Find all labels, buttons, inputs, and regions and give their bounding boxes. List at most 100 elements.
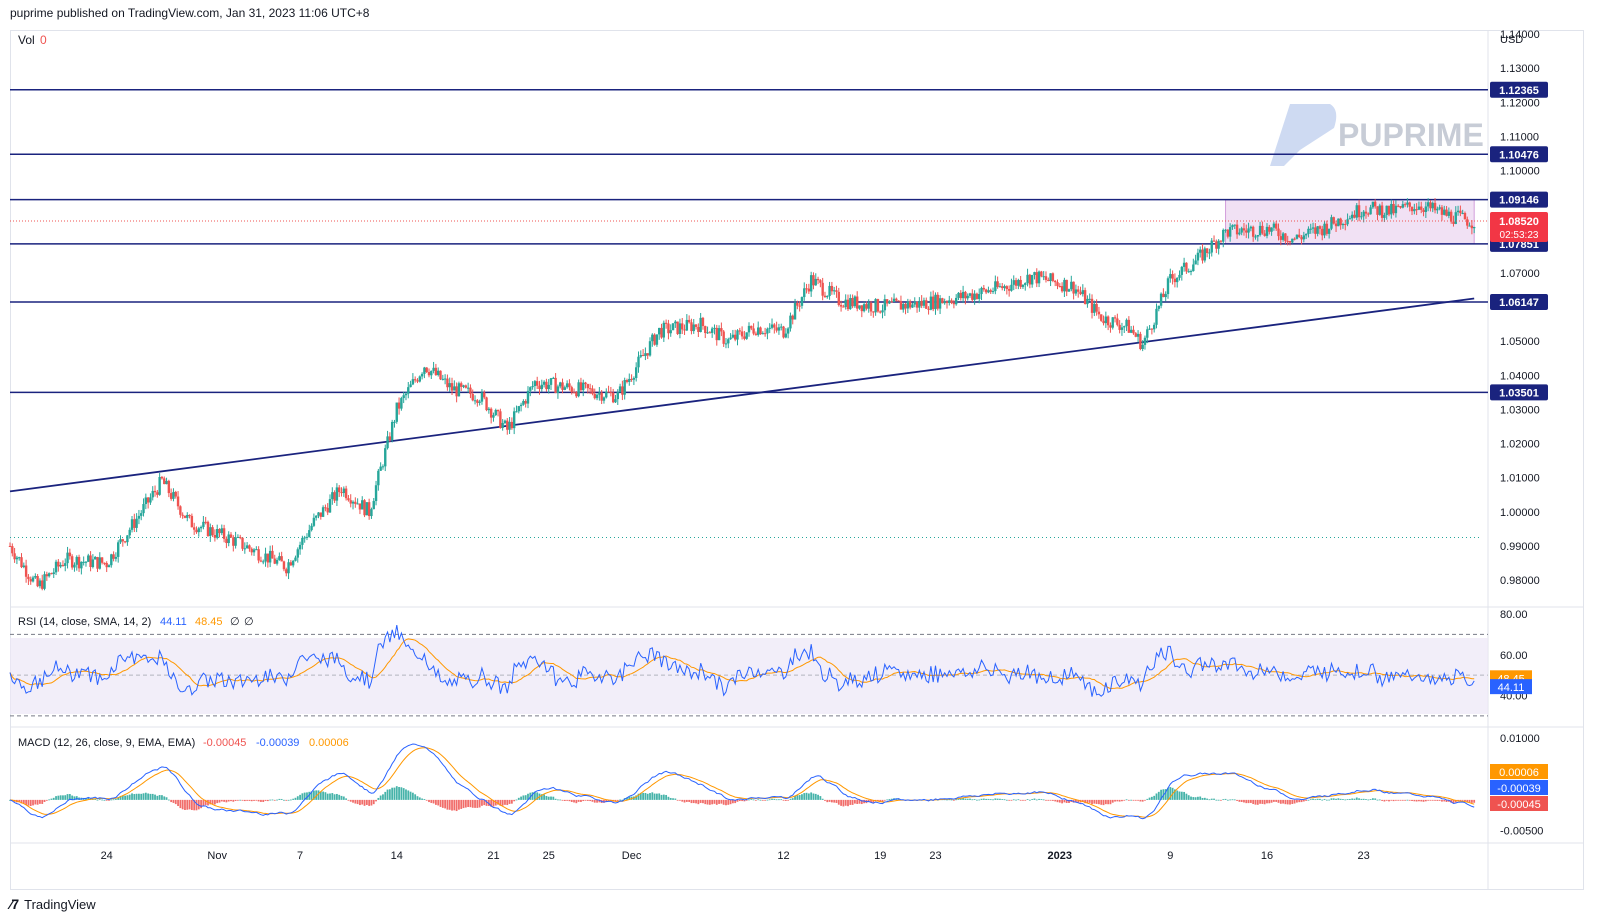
candle-body: [618, 386, 622, 393]
candle-body: [759, 327, 762, 335]
candle-body: [156, 492, 159, 495]
candle-body: [8, 545, 12, 547]
macd-hist-bar: [154, 794, 156, 800]
macd-hist-bar: [980, 798, 983, 800]
macd-hist-bar: [879, 799, 882, 802]
candle-body: [255, 549, 258, 551]
candle-body: [462, 385, 465, 387]
macd-hist-bar: [170, 799, 173, 803]
candle-body: [209, 527, 212, 537]
macd-hist-bar: [273, 799, 276, 801]
candle-body: [114, 556, 118, 559]
macd-hist-bar: [131, 793, 133, 800]
time-tick-label: 14: [391, 850, 403, 862]
macd-hist-bar: [481, 799, 483, 806]
macd-hist-bar: [568, 799, 571, 802]
macd-hist-bar: [1459, 799, 1462, 801]
macd-hist-bar: [163, 796, 166, 800]
candle-body: [98, 557, 101, 569]
macd-hist-bar: [402, 788, 405, 800]
candle-body: [135, 518, 138, 528]
macd-hist-bar: [287, 799, 290, 801]
macd-hist-bar: [959, 798, 962, 800]
macd-hist-bar: [584, 799, 587, 801]
candle-body: [331, 492, 334, 500]
candle-body: [609, 392, 613, 394]
macd-hist-bar: [115, 799, 117, 800]
macd-hist-bar: [847, 799, 849, 807]
candle-body: [420, 373, 424, 377]
macd-hist-bar: [1114, 799, 1116, 802]
macd-hist-bar: [34, 799, 37, 805]
rsi-tick-label: 60.00: [1500, 650, 1528, 662]
macd-hist-bar: [195, 799, 198, 811]
candle-body: [105, 563, 108, 568]
candle-body: [1026, 274, 1029, 284]
candle-body: [938, 298, 942, 309]
macd-tick-label: -0.00500: [1500, 826, 1543, 838]
macd-hist-bar: [407, 790, 410, 800]
price-tick-label: 0.99000: [1500, 541, 1540, 553]
macd-hist-bar: [536, 792, 539, 800]
macd-hist-bar: [1056, 799, 1059, 803]
candle-body: [259, 560, 263, 562]
candle-body: [879, 311, 882, 313]
time-tick-label: Dec: [622, 850, 642, 862]
macd-hist-bar: [184, 799, 186, 810]
macd-hist-bar: [1399, 799, 1402, 801]
macd-hist-bar: [715, 799, 718, 805]
macd-hist-bar: [1024, 799, 1027, 801]
candle-body: [1245, 230, 1248, 233]
candle-body: [425, 367, 428, 373]
macd-badge: [1490, 796, 1548, 811]
candle-body: [1288, 241, 1292, 243]
candle-body: [639, 355, 642, 357]
macd-hist-bar: [501, 799, 504, 806]
candle-body: [669, 330, 672, 334]
candle-body: [614, 399, 617, 403]
macd-hist-bar: [1010, 799, 1013, 801]
macd-signal-value: 0.00006: [309, 737, 349, 749]
candle-body: [964, 291, 967, 299]
candle-body: [195, 529, 198, 533]
candle-body: [1233, 224, 1236, 226]
macd-hist-bar: [250, 799, 253, 802]
candle-body: [835, 290, 838, 292]
macd-hist-bar: [1130, 799, 1133, 801]
candle-body: [1440, 207, 1444, 215]
candle-body: [285, 569, 288, 574]
candle-body: [1065, 279, 1068, 292]
candle-body: [908, 301, 912, 308]
macd-hist-bar: [812, 793, 815, 800]
macd-hist-bar: [331, 793, 334, 800]
macd-hist-bar: [743, 799, 746, 802]
candle-body: [1201, 249, 1204, 261]
macd-hist-bar: [635, 795, 638, 800]
currency-label: USD: [1500, 34, 1523, 46]
candle-body: [1127, 319, 1131, 333]
macd-hist-bar: [20, 799, 23, 804]
candle-body: [945, 301, 949, 303]
candle-body: [1203, 248, 1207, 261]
chart-frame: [10, 30, 1584, 890]
macd-hist-bar: [796, 795, 799, 800]
candle-body: [1030, 275, 1034, 285]
candle-body: [234, 537, 237, 546]
time-tick-label: Nov: [207, 850, 227, 862]
macd-hist-bar: [766, 799, 769, 801]
candle-body: [1470, 225, 1474, 229]
macd-hist-bar: [1424, 799, 1427, 802]
macd-hist-bar: [522, 795, 525, 800]
candle-body: [1051, 273, 1055, 281]
level-label-bg: [1490, 294, 1548, 311]
macd-hist-bar: [1266, 799, 1268, 804]
candle-body: [1180, 266, 1184, 275]
candle-body: [568, 383, 571, 388]
candle-body: [1148, 328, 1151, 330]
candle-body: [321, 507, 325, 517]
candle-body: [598, 392, 601, 395]
candle-body: [632, 377, 636, 380]
candle-body: [856, 296, 859, 309]
time-tick-label: 19: [874, 850, 886, 862]
